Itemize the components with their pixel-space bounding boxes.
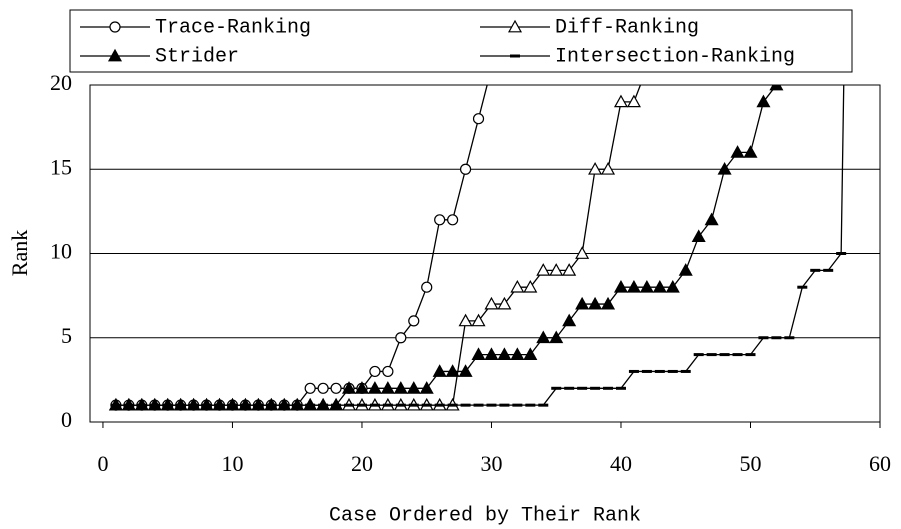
marker bbox=[445, 364, 460, 377]
marker bbox=[497, 347, 512, 360]
marker bbox=[421, 281, 433, 293]
x-tick-label: 30 bbox=[480, 451, 502, 476]
legend-box bbox=[69, 9, 853, 73]
marker bbox=[613, 279, 629, 293]
marker bbox=[367, 381, 382, 394]
legend-marker bbox=[507, 19, 523, 33]
marker bbox=[330, 382, 342, 394]
legend-label: Trace-Ranking bbox=[155, 16, 311, 39]
x-tick-label: 40 bbox=[610, 451, 632, 476]
plot-area bbox=[108, 85, 847, 411]
marker bbox=[678, 263, 693, 276]
marker bbox=[458, 364, 473, 377]
marker bbox=[562, 263, 577, 276]
marker bbox=[447, 214, 459, 226]
marker bbox=[395, 332, 407, 344]
x-tick-label: 50 bbox=[739, 451, 761, 476]
marker bbox=[304, 382, 316, 394]
x-axis-label: Case Ordered by Their Rank bbox=[329, 504, 641, 527]
marker bbox=[691, 229, 706, 243]
marker bbox=[704, 212, 719, 226]
legend-marker bbox=[107, 48, 123, 62]
marker bbox=[575, 246, 590, 259]
marker bbox=[484, 347, 499, 360]
marker bbox=[730, 145, 745, 158]
marker bbox=[382, 365, 394, 378]
y-tick-label: 15 bbox=[50, 154, 72, 179]
marker bbox=[472, 113, 485, 125]
marker bbox=[536, 263, 551, 276]
marker bbox=[419, 381, 434, 394]
marker bbox=[369, 365, 381, 378]
legend-label: Diff-Ranking bbox=[555, 16, 699, 39]
y-axis-label: Rank bbox=[7, 230, 32, 276]
marker bbox=[601, 162, 616, 175]
marker bbox=[471, 313, 486, 327]
marker bbox=[588, 296, 603, 310]
marker bbox=[613, 94, 629, 108]
marker bbox=[562, 313, 577, 327]
marker bbox=[380, 381, 395, 394]
marker bbox=[341, 381, 357, 394]
legend-label: Strider bbox=[155, 45, 239, 68]
marker bbox=[484, 296, 499, 310]
marker bbox=[354, 381, 369, 394]
marker bbox=[549, 330, 564, 344]
marker bbox=[408, 315, 420, 327]
marker bbox=[588, 162, 603, 175]
y-tick-label: 5 bbox=[61, 323, 72, 348]
legend-marker bbox=[109, 21, 121, 33]
y-tick-label: 20 bbox=[50, 70, 72, 95]
marker bbox=[743, 145, 758, 158]
marker bbox=[523, 347, 538, 360]
marker bbox=[769, 85, 784, 91]
marker bbox=[393, 381, 408, 394]
marker bbox=[523, 279, 538, 293]
marker bbox=[601, 296, 616, 310]
y-tick-label: 10 bbox=[50, 239, 72, 264]
marker bbox=[665, 279, 680, 293]
x-tick-label: 60 bbox=[869, 451, 891, 476]
marker bbox=[458, 313, 473, 327]
marker bbox=[406, 381, 421, 394]
marker bbox=[626, 279, 641, 293]
x-tick-label: 0 bbox=[97, 451, 108, 476]
x-tick-label: 20 bbox=[351, 451, 373, 476]
y-tick-label: 0 bbox=[61, 407, 72, 432]
series-line bbox=[115, 85, 845, 406]
marker bbox=[434, 214, 446, 226]
legend-label: Intersection-Ranking bbox=[555, 45, 795, 68]
marker bbox=[317, 382, 329, 394]
marker bbox=[459, 163, 472, 175]
marker bbox=[575, 296, 590, 310]
marker bbox=[717, 162, 732, 175]
marker bbox=[756, 94, 771, 108]
marker bbox=[497, 296, 512, 310]
marker bbox=[639, 279, 654, 293]
marker bbox=[510, 279, 525, 293]
marker bbox=[549, 263, 564, 276]
marker bbox=[626, 94, 641, 108]
marker bbox=[536, 330, 551, 344]
marker bbox=[432, 364, 447, 377]
marker bbox=[652, 279, 667, 293]
marker bbox=[471, 347, 486, 360]
marker bbox=[510, 347, 525, 360]
plot-frame bbox=[89, 84, 881, 423]
x-tick-label: 10 bbox=[221, 451, 243, 476]
